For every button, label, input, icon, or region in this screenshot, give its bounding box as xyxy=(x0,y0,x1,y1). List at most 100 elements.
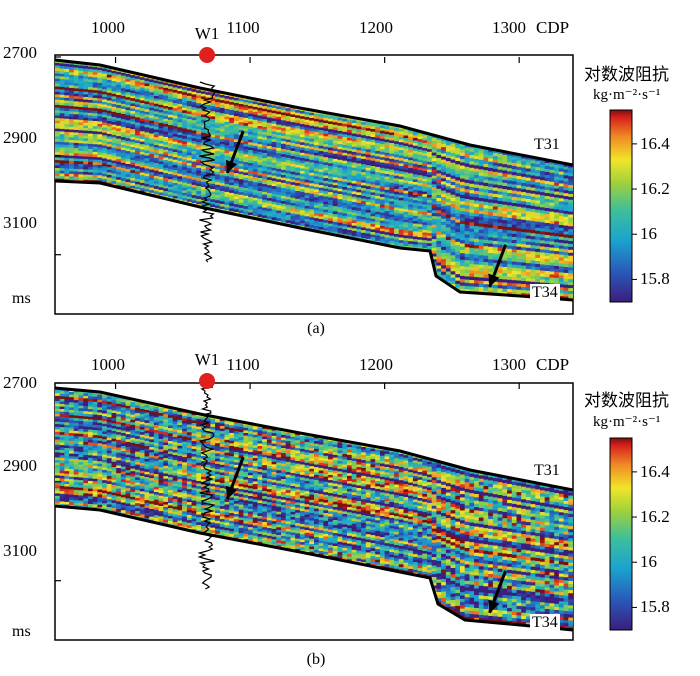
impedance-cell xyxy=(125,140,131,145)
impedance-cell xyxy=(55,170,61,174)
impedance-cell xyxy=(92,144,98,148)
impedance-cell xyxy=(408,199,414,203)
impedance-cell xyxy=(507,258,513,262)
impedance-cell xyxy=(224,103,230,107)
impedance-cell xyxy=(445,145,452,150)
impedance-cell xyxy=(507,276,513,281)
impedance-cell xyxy=(191,130,197,134)
impedance-cell xyxy=(478,258,485,263)
impedance-cell xyxy=(139,182,146,186)
impedance-cell xyxy=(281,190,287,194)
impedance-cell xyxy=(408,131,414,135)
impedance-cell xyxy=(182,94,188,98)
impedance-cell xyxy=(125,104,131,109)
impedance-cell xyxy=(549,253,555,258)
impedance-cell xyxy=(525,229,532,234)
impedance-cell xyxy=(248,163,254,167)
impedance-cell xyxy=(186,170,193,174)
impedance-cell xyxy=(535,264,541,268)
impedance-cell xyxy=(97,139,103,143)
impedance-cell xyxy=(441,218,447,223)
impedance-cell xyxy=(266,153,273,158)
impedance-cell xyxy=(130,170,136,174)
impedance-cell xyxy=(394,128,400,132)
impedance-cell xyxy=(210,126,216,130)
impedance-cell xyxy=(516,240,522,245)
impedance-cell xyxy=(511,286,518,290)
impedance-cell xyxy=(525,196,532,200)
impedance-cell xyxy=(394,183,400,187)
impedance-cell xyxy=(318,166,324,170)
impedance-cell xyxy=(177,111,183,115)
impedance-cell xyxy=(97,124,103,128)
impedance-cell xyxy=(102,109,108,113)
impedance-cell xyxy=(488,265,494,270)
impedance-cell xyxy=(88,79,94,83)
impedance-cell xyxy=(436,247,442,251)
impedance-cell xyxy=(238,205,244,209)
impedance-cell xyxy=(431,152,437,157)
impedance-cell xyxy=(365,199,372,203)
impedance-cell xyxy=(271,180,277,185)
impedance-cell xyxy=(257,162,263,166)
impedance-cell xyxy=(408,230,414,234)
impedance-cell xyxy=(102,178,108,183)
impedance-cell xyxy=(351,138,357,142)
impedance-cell xyxy=(139,95,146,99)
impedance-cell xyxy=(191,197,197,201)
impedance-cell xyxy=(328,228,334,233)
impedance-cell xyxy=(55,115,61,119)
impedance-cell xyxy=(102,132,108,136)
impedance-cell xyxy=(558,213,565,217)
impedance-cell xyxy=(205,141,211,145)
impedance-cell xyxy=(507,224,513,228)
impedance-cell xyxy=(464,170,470,174)
impedance-cell xyxy=(102,171,108,175)
impedance-cell xyxy=(431,146,437,151)
impedance-cell xyxy=(445,249,452,254)
impedance-cell xyxy=(309,172,315,176)
impedance-cell xyxy=(168,194,174,198)
impedance-cell xyxy=(271,178,277,182)
impedance-cell xyxy=(215,148,221,152)
impedance-cell xyxy=(153,103,160,107)
impedance-cell xyxy=(111,93,117,98)
impedance-cell xyxy=(535,267,541,271)
impedance-cell xyxy=(186,147,193,151)
impedance-cell xyxy=(196,170,202,174)
impedance-cell xyxy=(427,228,433,232)
impedance-cell xyxy=(102,143,108,147)
impedance-cell xyxy=(455,258,461,262)
impedance-cell xyxy=(394,178,400,182)
impedance-cell xyxy=(149,120,155,124)
impedance-cell xyxy=(139,113,146,117)
impedance-cell xyxy=(323,167,329,171)
impedance-cell xyxy=(361,177,367,181)
impedance-cell xyxy=(483,182,489,187)
impedance-cell xyxy=(375,135,381,139)
impedance-cell xyxy=(88,100,94,104)
impedance-cell xyxy=(530,215,536,219)
impedance-cell xyxy=(257,198,263,202)
impedance-cell xyxy=(389,135,395,139)
impedance-cell xyxy=(262,194,268,198)
impedance-cell xyxy=(285,181,291,185)
impedance-cell xyxy=(172,195,178,200)
impedance-cell xyxy=(285,126,291,130)
impedance-cell xyxy=(88,107,94,111)
impedance-cell xyxy=(309,123,315,127)
impedance-cell xyxy=(332,169,339,173)
impedance-cell xyxy=(125,125,131,129)
impedance-cell xyxy=(144,176,150,180)
impedance-cell xyxy=(64,142,70,146)
impedance-cell xyxy=(238,117,244,121)
impedance-cell xyxy=(281,206,287,210)
impedance-cell xyxy=(422,163,428,167)
impedance-cell xyxy=(158,115,164,119)
impedance-cell xyxy=(177,142,183,146)
impedance-cell xyxy=(318,153,324,157)
impedance-cell xyxy=(394,167,400,172)
impedance-cell xyxy=(102,135,108,139)
impedance-cell xyxy=(120,150,127,154)
impedance-cell xyxy=(455,261,461,266)
